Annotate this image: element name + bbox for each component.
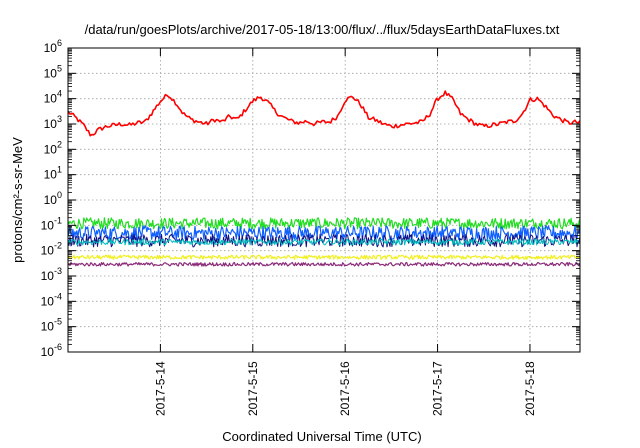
chart-title: /data/run/goesPlots/archive/2017-05-18/1…: [85, 22, 560, 37]
y-tick-label: 10-1: [41, 215, 62, 232]
x-tick-label: 2017-5-17: [431, 361, 445, 416]
x-tick-label: 2017-5-15: [246, 361, 260, 416]
series-line-4: [67, 238, 581, 246]
y-tick-label: 10-4: [41, 291, 62, 308]
y-tick-label: 103: [44, 114, 62, 131]
y-tick-label: 101: [44, 165, 62, 182]
y-tick-label: 10-2: [41, 241, 62, 258]
series-line-2: [67, 225, 581, 241]
y-tick-label: 106: [44, 38, 62, 55]
series-line-6: [67, 261, 581, 267]
y-axis: 10-6 10-5 10-4 10-3 10-2 10-1 100 101 102 103 104 1…: [41, 38, 580, 359]
grid: [68, 48, 580, 352]
y-tick-label: 104: [44, 89, 62, 106]
series-line-1: [67, 217, 581, 230]
x-axis-title: Coordinated Universal Time (UTC): [222, 429, 421, 444]
y-tick-label: 10-5: [41, 317, 62, 334]
x-tick-label: 2017-5-18: [523, 361, 537, 416]
series-line-5: [67, 254, 581, 260]
x-tick-label: 2017-5-14: [153, 361, 167, 416]
y-axis-title: protons/cm²-s-sr-MeV: [10, 137, 25, 263]
series-lines: [67, 90, 581, 267]
series-line-0: [67, 90, 581, 137]
y-tick-label: 105: [44, 63, 62, 80]
y-tick-label: 10-3: [41, 266, 62, 283]
y-tick-label: 10-6: [41, 342, 62, 359]
x-axis: 2017-5-14 2017-5-15 2017-5-16 2017-5-17 2017…: [153, 48, 537, 416]
x-tick-label: 2017-5-16: [338, 361, 352, 416]
y-tick-label: 102: [44, 139, 62, 156]
y-tick-label: 100: [44, 190, 62, 207]
